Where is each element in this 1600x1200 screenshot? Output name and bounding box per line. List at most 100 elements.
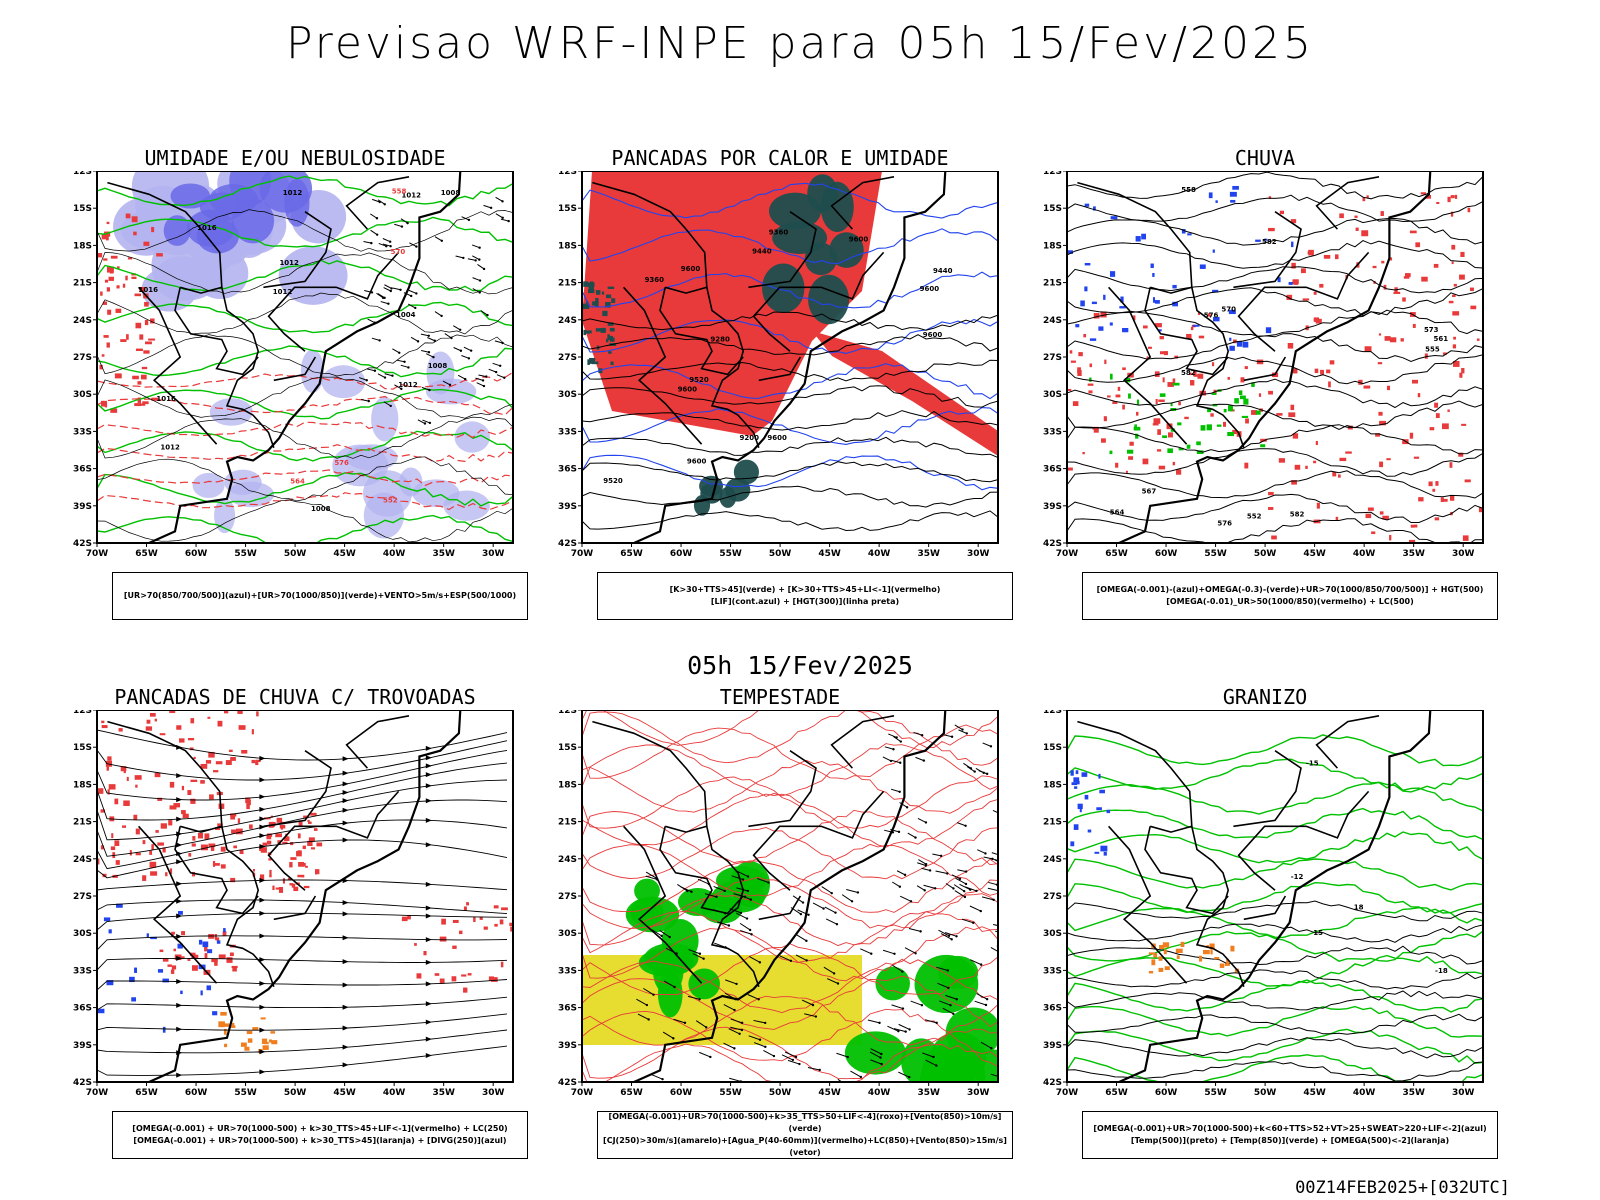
wind-vector — [659, 930, 670, 938]
wind-vector-head — [964, 870, 968, 873]
speckle — [493, 905, 499, 909]
coastline — [1118, 710, 1432, 1082]
wind-vector — [492, 362, 501, 367]
speckle — [1110, 216, 1118, 220]
wind-vector-head — [433, 339, 436, 342]
speckle — [1379, 461, 1384, 468]
streamline-arrow — [259, 1004, 266, 1010]
speckle — [473, 916, 476, 923]
speckle — [1358, 379, 1363, 385]
wind-vector — [893, 1028, 906, 1033]
wind-vector-head — [698, 998, 701, 1001]
speckle — [209, 794, 214, 800]
wind-vector-head — [391, 374, 394, 377]
contour-label: 564 — [1110, 508, 1125, 516]
wind-vector — [403, 292, 412, 297]
contour-label: 1008 — [441, 189, 461, 197]
lon-tick-label: 50W — [284, 1088, 307, 1098]
wind-vector-head — [414, 306, 417, 310]
speckle — [1227, 376, 1230, 380]
speckle — [193, 756, 196, 760]
wind-vector — [781, 1054, 794, 1061]
state-border — [107, 720, 223, 833]
lon-tick-label: 40W — [1353, 1088, 1376, 1098]
wind-vector — [740, 929, 752, 935]
wind-vector-head — [746, 889, 750, 893]
contour-label: 1016 — [138, 286, 158, 294]
streamline-arrow — [176, 773, 183, 779]
wind-vector — [392, 287, 401, 291]
state-border — [1077, 181, 1193, 294]
streamline-arrow — [259, 1027, 266, 1033]
speckle — [125, 213, 131, 219]
wind-vector-head — [373, 369, 377, 372]
streamline — [97, 762, 508, 821]
speckle — [1421, 276, 1428, 282]
contour-line — [1067, 923, 1483, 943]
speckle — [217, 720, 223, 727]
speckle — [118, 728, 123, 732]
speckle — [1461, 423, 1467, 426]
speckle — [1251, 410, 1258, 415]
wind-vector-head — [964, 824, 967, 827]
streamline-arrow — [342, 911, 349, 917]
wind-vector — [382, 243, 391, 247]
speckle — [1469, 287, 1474, 292]
streamline-arrow — [425, 798, 432, 804]
wind-vector — [940, 933, 952, 940]
lat-tick-label: 18S — [1043, 780, 1062, 790]
streamline-arrow — [425, 763, 432, 769]
lon-tick-label: 55W — [1204, 549, 1227, 559]
speckle — [1451, 244, 1456, 250]
wind-vector-head — [727, 924, 731, 927]
speckle — [1305, 465, 1308, 469]
speckle — [1230, 945, 1235, 952]
streamline-arrow — [425, 1019, 432, 1025]
streamline-arrow — [425, 1052, 432, 1058]
speckle — [1409, 432, 1414, 439]
speckle — [1233, 339, 1237, 344]
speckle — [268, 858, 272, 861]
lat-tick-label: 27S — [73, 892, 92, 902]
contour-label: 582 — [1262, 238, 1277, 246]
speckle — [1184, 416, 1189, 420]
state-border — [273, 895, 317, 921]
speckle — [204, 945, 208, 952]
speckle — [212, 860, 216, 867]
wind-vector-head — [1006, 933, 1008, 935]
lat-tick-label: 27S — [558, 353, 577, 363]
speckle — [611, 298, 616, 303]
lat-tick-label: 36S — [558, 1004, 577, 1014]
speckle — [231, 1022, 235, 1027]
lat-tick-label: 33S — [73, 966, 92, 976]
legend-caption-line: [LIF](cont.azul) + [HGT(300)](linha pret… — [710, 597, 900, 606]
lon-tick-label: 35W — [432, 549, 455, 559]
wind-vector-head — [738, 1032, 741, 1035]
speckle — [1200, 425, 1206, 431]
wind-vector — [860, 948, 872, 955]
state-border — [1191, 826, 1245, 987]
contour-line — [1067, 217, 1483, 246]
legend-caption: [UR>70(850/700/500)](azul)+[UR>70(1000/8… — [112, 572, 528, 620]
wind-vector — [884, 746, 894, 750]
contour-label: 9600 — [767, 434, 787, 442]
wind-vector — [731, 875, 744, 881]
wind-vector-head — [805, 959, 808, 962]
wind-vector-head — [818, 1068, 821, 1072]
speckle — [1087, 383, 1094, 386]
wind-vector — [757, 878, 769, 883]
wind-vector — [377, 199, 386, 205]
speckle — [585, 304, 589, 308]
contour-line — [97, 514, 513, 543]
speckle — [117, 266, 120, 269]
shaded-area — [192, 472, 225, 498]
state-border — [1144, 287, 1229, 376]
wind-vector-head — [847, 1085, 849, 1087]
speckle — [439, 978, 445, 984]
speckle — [1453, 360, 1460, 367]
state-border — [1077, 720, 1193, 833]
lon-tick-label: 40W — [868, 549, 891, 559]
wind-vector — [787, 1059, 800, 1065]
speckle — [592, 301, 598, 305]
wind-vector-head — [748, 928, 752, 932]
